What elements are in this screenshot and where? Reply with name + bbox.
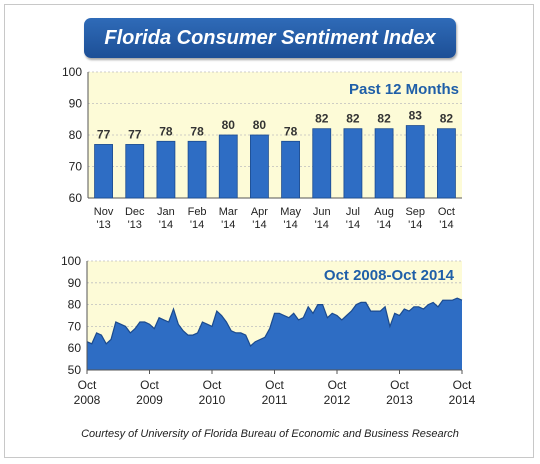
- bar-y-tick-label: 100: [62, 65, 82, 79]
- bar-x-tick-label: Jun: [313, 206, 331, 218]
- bar-data-label: 78: [159, 124, 173, 138]
- bar-x-tick-label: May: [280, 206, 301, 218]
- bar: [250, 134, 269, 199]
- bar-x-tick-label: '13: [96, 219, 110, 231]
- bar-x-tick-label: Jan: [157, 206, 175, 218]
- area-x-tick-label: Oct: [140, 378, 159, 392]
- bar-data-label: 82: [440, 112, 454, 126]
- bar-x-tick-label: Jul: [346, 206, 360, 218]
- area-x-tick-label: 2011: [262, 393, 288, 407]
- bar: [281, 140, 300, 199]
- bar-x-tick-label: '14: [377, 219, 391, 231]
- bar-data-label: 80: [222, 118, 236, 132]
- area-y-tick-label: 90: [68, 276, 82, 290]
- area-x-tick-label: Oct: [265, 378, 284, 392]
- area-chart-oct-2008-oct-2014: 5060708090100Oct2008Oct2009Oct2010Oct201…: [61, 254, 476, 407]
- area-series-line: [86, 297, 463, 347]
- bar-x-tick-label: '14: [221, 219, 235, 231]
- area-y-tick-label: 80: [68, 298, 82, 312]
- area-x-tick-label: 2012: [324, 393, 351, 407]
- title-banner: Florida Consumer Sentiment Index: [84, 18, 456, 58]
- bar: [187, 140, 207, 199]
- bar-data-label: 82: [346, 112, 360, 126]
- bar-chart-past-12-months: 6070809010077Nov'1377Dec'1378Jan'1478Feb…: [62, 65, 462, 231]
- bar-x-tick-label: '14: [283, 219, 297, 231]
- bar-data-label: 78: [284, 124, 298, 138]
- bar-x-tick-label: '14: [252, 219, 266, 231]
- area-x-tick-label: 2013: [386, 393, 413, 407]
- area-y-tick-label: 60: [68, 341, 82, 355]
- area-x-tick-label: Oct: [453, 378, 472, 392]
- bar-data-label: 83: [409, 109, 423, 123]
- bar: [156, 140, 176, 199]
- bar-data-label: 77: [128, 127, 142, 141]
- area-x-tick-label: 2010: [199, 393, 226, 407]
- bar-x-tick-label: Feb: [188, 206, 207, 218]
- bar-x-tick-label: '14: [190, 219, 204, 231]
- area-x-tick-label: Oct: [203, 378, 222, 392]
- bar-x-tick-label: Aug: [374, 206, 394, 218]
- bar-x-tick-label: '14: [315, 219, 329, 231]
- bar-y-tick-label: 70: [69, 160, 83, 174]
- source-credit: Courtesy of University of Florida Bureau…: [81, 428, 459, 440]
- bar-chart-subtitle: Past 12 Months: [349, 81, 459, 98]
- area-x-tick-label: Oct: [328, 378, 347, 392]
- area-x-tick-label: 2014: [449, 393, 476, 407]
- bar: [125, 144, 145, 199]
- area-x-tick-label: 2008: [74, 393, 101, 407]
- bar-data-label: 80: [253, 118, 267, 132]
- bar-data-label: 78: [190, 124, 204, 138]
- area-y-tick-label: 50: [68, 363, 82, 377]
- bar-data-label: 82: [377, 112, 391, 126]
- area-chart-subtitle: Oct 2008-Oct 2014: [324, 267, 455, 284]
- area-x-tick-label: 2009: [136, 393, 163, 407]
- bar-x-tick-label: '14: [439, 219, 453, 231]
- area-y-tick-label: 100: [61, 254, 81, 268]
- bar: [343, 128, 363, 199]
- bar-x-tick-label: Nov: [94, 206, 114, 218]
- bar-x-tick-label: Mar: [219, 206, 238, 218]
- bar-x-tick-label: Sep: [405, 206, 425, 218]
- bar-x-tick-label: '13: [128, 219, 142, 231]
- bar: [312, 128, 332, 199]
- bar-x-tick-label: '14: [159, 219, 173, 231]
- bar-data-label: 77: [97, 127, 111, 141]
- bar-y-tick-label: 80: [69, 128, 83, 142]
- area-x-tick-label: Oct: [78, 378, 97, 392]
- bar: [94, 144, 113, 199]
- bar-y-tick-label: 60: [69, 191, 83, 205]
- bar: [405, 125, 425, 199]
- bar-x-tick-label: Oct: [438, 206, 455, 218]
- bar: [218, 134, 238, 199]
- bar-data-label: 82: [315, 112, 329, 126]
- bar-x-tick-label: '14: [346, 219, 360, 231]
- chart-title: Florida Consumer Sentiment Index: [104, 26, 436, 49]
- bar-y-tick-label: 90: [69, 97, 83, 111]
- bar-x-tick-label: '14: [408, 219, 422, 231]
- area-fill: [87, 298, 462, 370]
- area-x-tick-label: Oct: [390, 378, 409, 392]
- bar: [437, 128, 456, 199]
- area-y-tick-label: 70: [68, 319, 82, 333]
- bar-x-tick-label: Apr: [251, 206, 268, 218]
- bar-x-tick-label: Dec: [125, 206, 145, 218]
- bar: [374, 128, 394, 199]
- bar-plot-area: [88, 72, 462, 198]
